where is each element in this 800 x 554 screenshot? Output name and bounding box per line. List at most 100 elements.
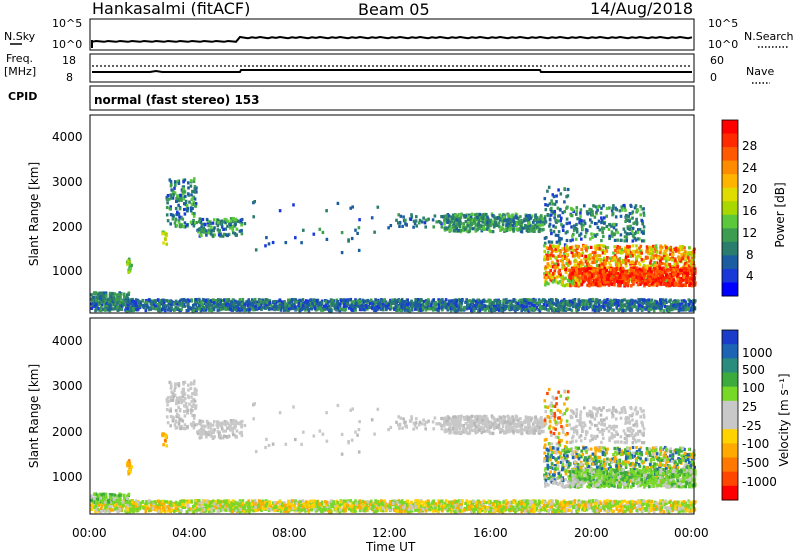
power-cell [173,180,177,184]
power-cell [544,299,547,303]
power-cell [93,305,97,309]
power-cell [517,221,521,226]
power-cell [591,250,595,255]
power-cell [250,302,253,306]
power-cell [628,227,631,231]
power-cell [420,299,423,303]
power-cell [678,302,682,306]
power-cell [356,302,360,306]
power-cell [649,258,653,263]
power-cell [558,302,562,306]
power-cell [652,302,656,306]
power-cell [122,303,125,307]
power-cell [154,299,157,303]
power-cell [635,305,639,309]
freq-tick-bottom: 8 [66,71,73,84]
power-cell [647,283,651,287]
power-cell [370,306,374,310]
power-cell [414,298,417,302]
power-cell [566,246,569,250]
power-cell [683,250,687,254]
power-cell [426,298,430,302]
power-cell [554,247,557,251]
power-cell [432,304,436,308]
power-cell [494,220,498,224]
power-cell [285,308,288,312]
power-cell [434,303,438,307]
power-cell [146,305,149,309]
power-cell [570,308,574,313]
power-cell [264,244,267,248]
power-cell [165,213,169,217]
power-cell [410,215,414,219]
power-cell [418,300,421,304]
power-cell [216,228,220,232]
power-cell [610,308,614,312]
power-cell [467,215,470,219]
power-cell [553,202,557,206]
power-cell [594,277,598,281]
power-cell [642,263,646,268]
power-cell [573,271,577,275]
power-cell [446,220,449,224]
power-cell [636,279,640,283]
power-cell [465,298,468,302]
power-cell [565,307,568,311]
power-cell [447,302,450,306]
power-cell [612,251,615,255]
power-cell [207,224,210,228]
power-cell [347,306,351,310]
power-cell [434,305,437,309]
power-cell [223,217,227,222]
power-cell [309,298,312,302]
power-cell [364,304,368,308]
power-cell [127,270,130,274]
power-cell [235,233,238,237]
power-cell [570,213,574,218]
power-cell [662,309,665,313]
power-cell [273,300,276,304]
power-cell [126,307,129,311]
power-cell [669,302,673,306]
power-cell [665,300,668,304]
power-cell [500,308,503,312]
power-cell [571,248,575,252]
power-cell [334,306,338,310]
power-cell [109,299,112,303]
power-cell [323,307,326,311]
power-cell [624,219,627,223]
power-cell [553,309,556,313]
power-cell [261,298,265,302]
power-cell [575,222,578,227]
power-cell [596,205,600,210]
power-cell [532,308,536,312]
power-cell [128,267,131,271]
power-cell [613,299,616,303]
power-cell [694,299,697,303]
power-cell [207,231,210,235]
power-cell [354,308,357,312]
power-cell [580,275,584,279]
power-cell [175,197,178,201]
power-cell [633,206,637,210]
power-cell [693,267,697,271]
power-cell [525,218,528,222]
power-cell [177,198,180,202]
power-cell [199,220,203,224]
power-cell [519,225,523,229]
power-cell [571,275,575,279]
power-cell [197,230,200,234]
power-cell [363,299,367,303]
power-cell [349,304,352,308]
power-cell [249,302,252,306]
power-cell [614,215,618,219]
power-cell [377,302,381,306]
power-cell [163,304,166,308]
power-cell [500,226,503,230]
power-cell [684,283,687,287]
power-cell [90,297,93,301]
power-cell [536,223,539,227]
power-cell [515,215,518,220]
power-cell [310,304,313,308]
power-cell [549,213,553,217]
